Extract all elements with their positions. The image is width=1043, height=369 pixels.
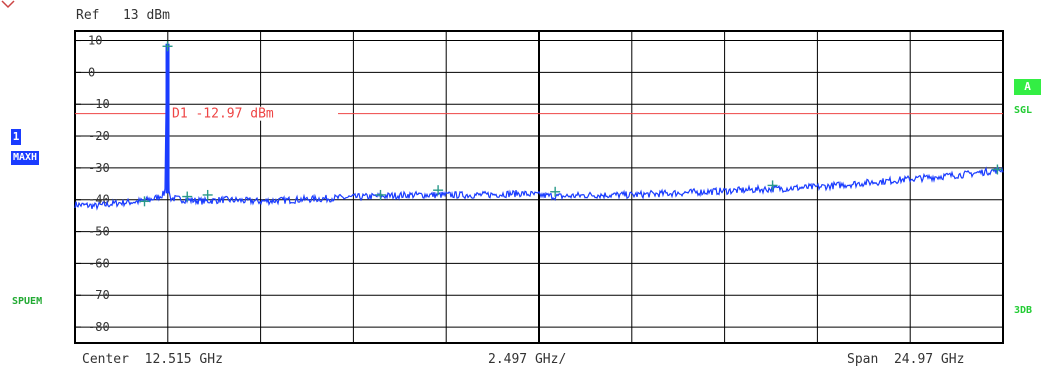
plot-grid: [75, 31, 1003, 343]
spur-marker: [139, 196, 150, 207]
warning-icon: [1, 0, 15, 9]
marker-group: [139, 41, 1003, 207]
frequency-division-readout: 2.497 GHz/: [488, 352, 567, 367]
display-line: D1 -12.97 dBm: [75, 106, 1003, 122]
spur-marker: [550, 186, 561, 197]
display-line-label-bg: [168, 106, 338, 121]
spur-marker: [992, 164, 1003, 175]
y-tick-label: -70: [88, 288, 110, 302]
ref-level-readout: Ref 13 dBm: [76, 9, 170, 23]
display-line-label: D1 -12.97 dBm: [172, 107, 274, 122]
y-tick-label: -10: [88, 97, 110, 111]
ref-label: Ref: [76, 8, 100, 23]
y-tick-label: -30: [88, 161, 110, 175]
y-tick-label: -50: [88, 225, 110, 239]
y-axis-tick-labels: 100-10-20-30-40-50-60-70-80: [75, 34, 110, 334]
display-line-value: -12.97 dBm: [195, 107, 273, 122]
ref-value: 13 dBm: [122, 8, 170, 23]
trace-a-badge[interactable]: A: [1014, 79, 1041, 95]
y-tick-label: -20: [88, 129, 110, 143]
span-readout: Span 24.97 GHz: [847, 353, 964, 367]
y-tick-label: 0: [88, 65, 95, 79]
span-label: Span: [847, 352, 879, 367]
center-frequency-readout: Center 12.515 GHz: [82, 353, 223, 367]
sweep-mode-label: SGL: [1014, 105, 1033, 116]
y-tick-label: -80: [88, 320, 110, 334]
spur-marker: [202, 189, 213, 200]
measurement-mode-label: SPUEM: [12, 296, 43, 307]
trace-number-badge[interactable]: 1: [11, 129, 21, 145]
bandwidth-mode-label: 3DB: [1014, 305, 1033, 316]
spur-marker: [182, 191, 193, 202]
trace-line: [74, 45, 1004, 211]
span-value: 24.97 GHz: [893, 352, 965, 367]
center-value: 12.515 GHz: [144, 352, 223, 367]
detector-mode-badge[interactable]: MAXH: [11, 151, 40, 165]
display-line-id: D1: [172, 107, 188, 122]
peak-marker: [162, 41, 173, 52]
center-label: Center: [82, 352, 129, 367]
y-tick-label: 10: [88, 34, 102, 48]
y-tick-label: -60: [88, 256, 110, 270]
carrier-peak: [165, 43, 170, 194]
trace-1: [74, 43, 1004, 211]
spur-marker: [767, 180, 778, 191]
spur-marker: [375, 189, 386, 200]
spur-marker: [433, 185, 444, 196]
